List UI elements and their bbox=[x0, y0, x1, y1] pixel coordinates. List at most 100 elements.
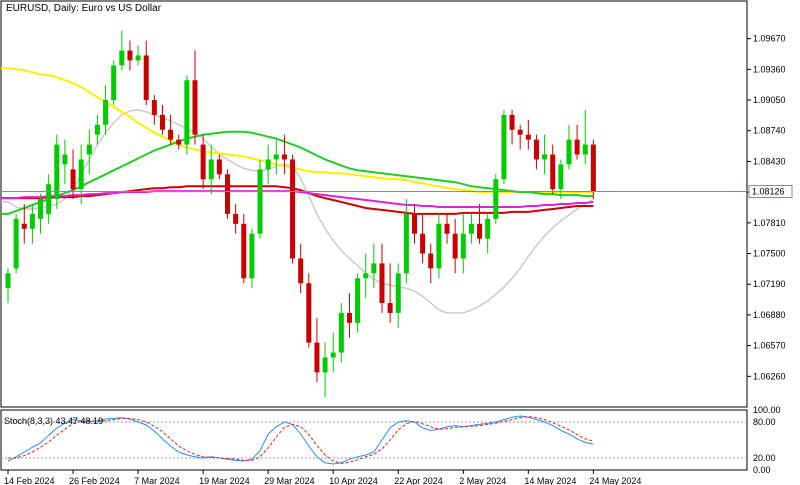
stochastic-label: Stoch(8,3,3) 43.47 48.19 bbox=[4, 416, 103, 426]
candle-body bbox=[346, 312, 352, 323]
price-tick-label: 1.07500 bbox=[753, 249, 786, 259]
stochastic-main-line bbox=[7, 415, 594, 465]
main-price-window: 1.09670 1.09360 1.09050 1.08740 1.08430 1.081… bbox=[0, 0, 793, 408]
candle-body bbox=[306, 283, 312, 343]
candle-body bbox=[241, 223, 247, 279]
candle-body bbox=[436, 223, 442, 269]
candle-body bbox=[371, 263, 377, 274]
candle-body bbox=[13, 218, 19, 269]
candle-body bbox=[216, 159, 222, 175]
date-tick-label: 22 Apr 2024 bbox=[394, 476, 443, 485]
candle-body bbox=[395, 273, 401, 313]
stochastic-tick-label: 0.00 bbox=[753, 465, 771, 475]
chart-title: EURUSD, Daily: Euro vs US Dollar bbox=[6, 3, 162, 14]
candle-body bbox=[517, 129, 523, 135]
candle-body bbox=[444, 223, 450, 234]
date-tick-label: 14 May 2024 bbox=[524, 476, 576, 485]
price-tick-label: 1.09050 bbox=[753, 95, 786, 105]
price-tick-label: 1.08430 bbox=[753, 156, 786, 166]
candle-body bbox=[525, 134, 531, 140]
date-tick-label: 29 Mar 2024 bbox=[264, 476, 315, 485]
stochastic-signal-line bbox=[8, 416, 594, 464]
candle-body bbox=[420, 233, 426, 254]
last-price-tag-box bbox=[748, 185, 793, 199]
candle-body bbox=[468, 223, 474, 234]
candle-body bbox=[159, 114, 165, 130]
candle-body bbox=[363, 273, 369, 279]
candle-body bbox=[200, 144, 206, 180]
candle-body bbox=[233, 213, 239, 224]
candle-body bbox=[273, 154, 279, 160]
candle-body bbox=[566, 139, 572, 165]
candle-body bbox=[550, 154, 556, 190]
main-window-frame bbox=[0, 0, 748, 408]
stochastic-window: 100.00 80.00 20.00 0.00 Stoch(8,3,3) 43.47 … bbox=[0, 405, 781, 475]
candle-body bbox=[477, 223, 483, 239]
candle-body bbox=[46, 184, 52, 214]
candle-body bbox=[265, 159, 271, 170]
candle-body bbox=[582, 144, 588, 155]
candle-body bbox=[54, 144, 60, 200]
price-tick-label: 1.06880 bbox=[753, 310, 786, 320]
candle-body bbox=[501, 114, 507, 180]
candle-body bbox=[208, 159, 214, 180]
candle-body bbox=[168, 129, 174, 140]
candle-body bbox=[192, 80, 198, 135]
date-tick-label: 2 May 2024 bbox=[459, 476, 506, 485]
candle-body bbox=[29, 213, 35, 229]
candle-body bbox=[70, 169, 76, 190]
candle-body bbox=[78, 159, 84, 190]
candle-body bbox=[314, 342, 320, 373]
candle-body bbox=[184, 80, 190, 145]
candle-body bbox=[86, 144, 92, 155]
date-tick-label: 19 Mar 2024 bbox=[199, 476, 250, 485]
ma-gray-line bbox=[1, 109, 594, 314]
last-price-label: 1.08126 bbox=[752, 187, 785, 197]
stochastic-axis: 100.00 80.00 20.00 0.00 bbox=[753, 405, 781, 475]
candle-body bbox=[330, 352, 336, 358]
stochastic-tick-label: 80.00 bbox=[753, 417, 776, 427]
candle-body bbox=[151, 100, 157, 115]
candle-body bbox=[452, 233, 458, 259]
candle-body bbox=[412, 213, 417, 234]
candle-body bbox=[322, 357, 328, 373]
candle-body bbox=[493, 179, 499, 219]
price-tick-label: 1.09670 bbox=[753, 34, 786, 44]
last-price-tag: 1.08126 bbox=[748, 185, 793, 199]
price-tick-label: 1.09360 bbox=[753, 64, 786, 74]
stochastic-tick-label: 100.00 bbox=[753, 405, 781, 415]
date-tick-label: 7 Mar 2024 bbox=[134, 476, 180, 485]
candle-body bbox=[257, 169, 263, 234]
date-tick-label: 26 Feb 2024 bbox=[69, 476, 120, 485]
candle-body bbox=[127, 50, 133, 61]
candle-body bbox=[558, 164, 564, 190]
candle-body bbox=[143, 55, 149, 101]
candle-body bbox=[119, 50, 125, 66]
date-axis: 14 Feb 2024 26 Feb 2024 7 Mar 2024 19 Mar 2… bbox=[4, 470, 641, 485]
candle-body bbox=[290, 159, 296, 259]
price-tick-label: 1.06570 bbox=[753, 341, 786, 351]
candle-body bbox=[485, 218, 491, 239]
date-tick-label: 14 Feb 2024 bbox=[4, 476, 55, 485]
candle-body bbox=[94, 124, 100, 135]
candle-body bbox=[62, 154, 68, 165]
candle-body bbox=[225, 174, 231, 214]
candle-body bbox=[38, 199, 44, 219]
candle-body bbox=[111, 65, 117, 101]
candle-body bbox=[533, 139, 539, 160]
candle-body bbox=[460, 233, 466, 259]
candle-body bbox=[590, 144, 596, 192]
candle-body bbox=[379, 263, 385, 304]
candle-body bbox=[387, 303, 393, 313]
price-tick-label: 1.07190 bbox=[753, 279, 786, 289]
candle-body bbox=[21, 223, 27, 229]
candle-body bbox=[281, 154, 287, 160]
stochastic-tick-label: 20.00 bbox=[753, 453, 776, 463]
stochastic-levels bbox=[1, 421, 747, 459]
candle-body bbox=[249, 233, 255, 279]
candle-body bbox=[574, 139, 580, 155]
candle-body bbox=[135, 55, 141, 61]
stochastic-window-frame bbox=[0, 409, 748, 471]
